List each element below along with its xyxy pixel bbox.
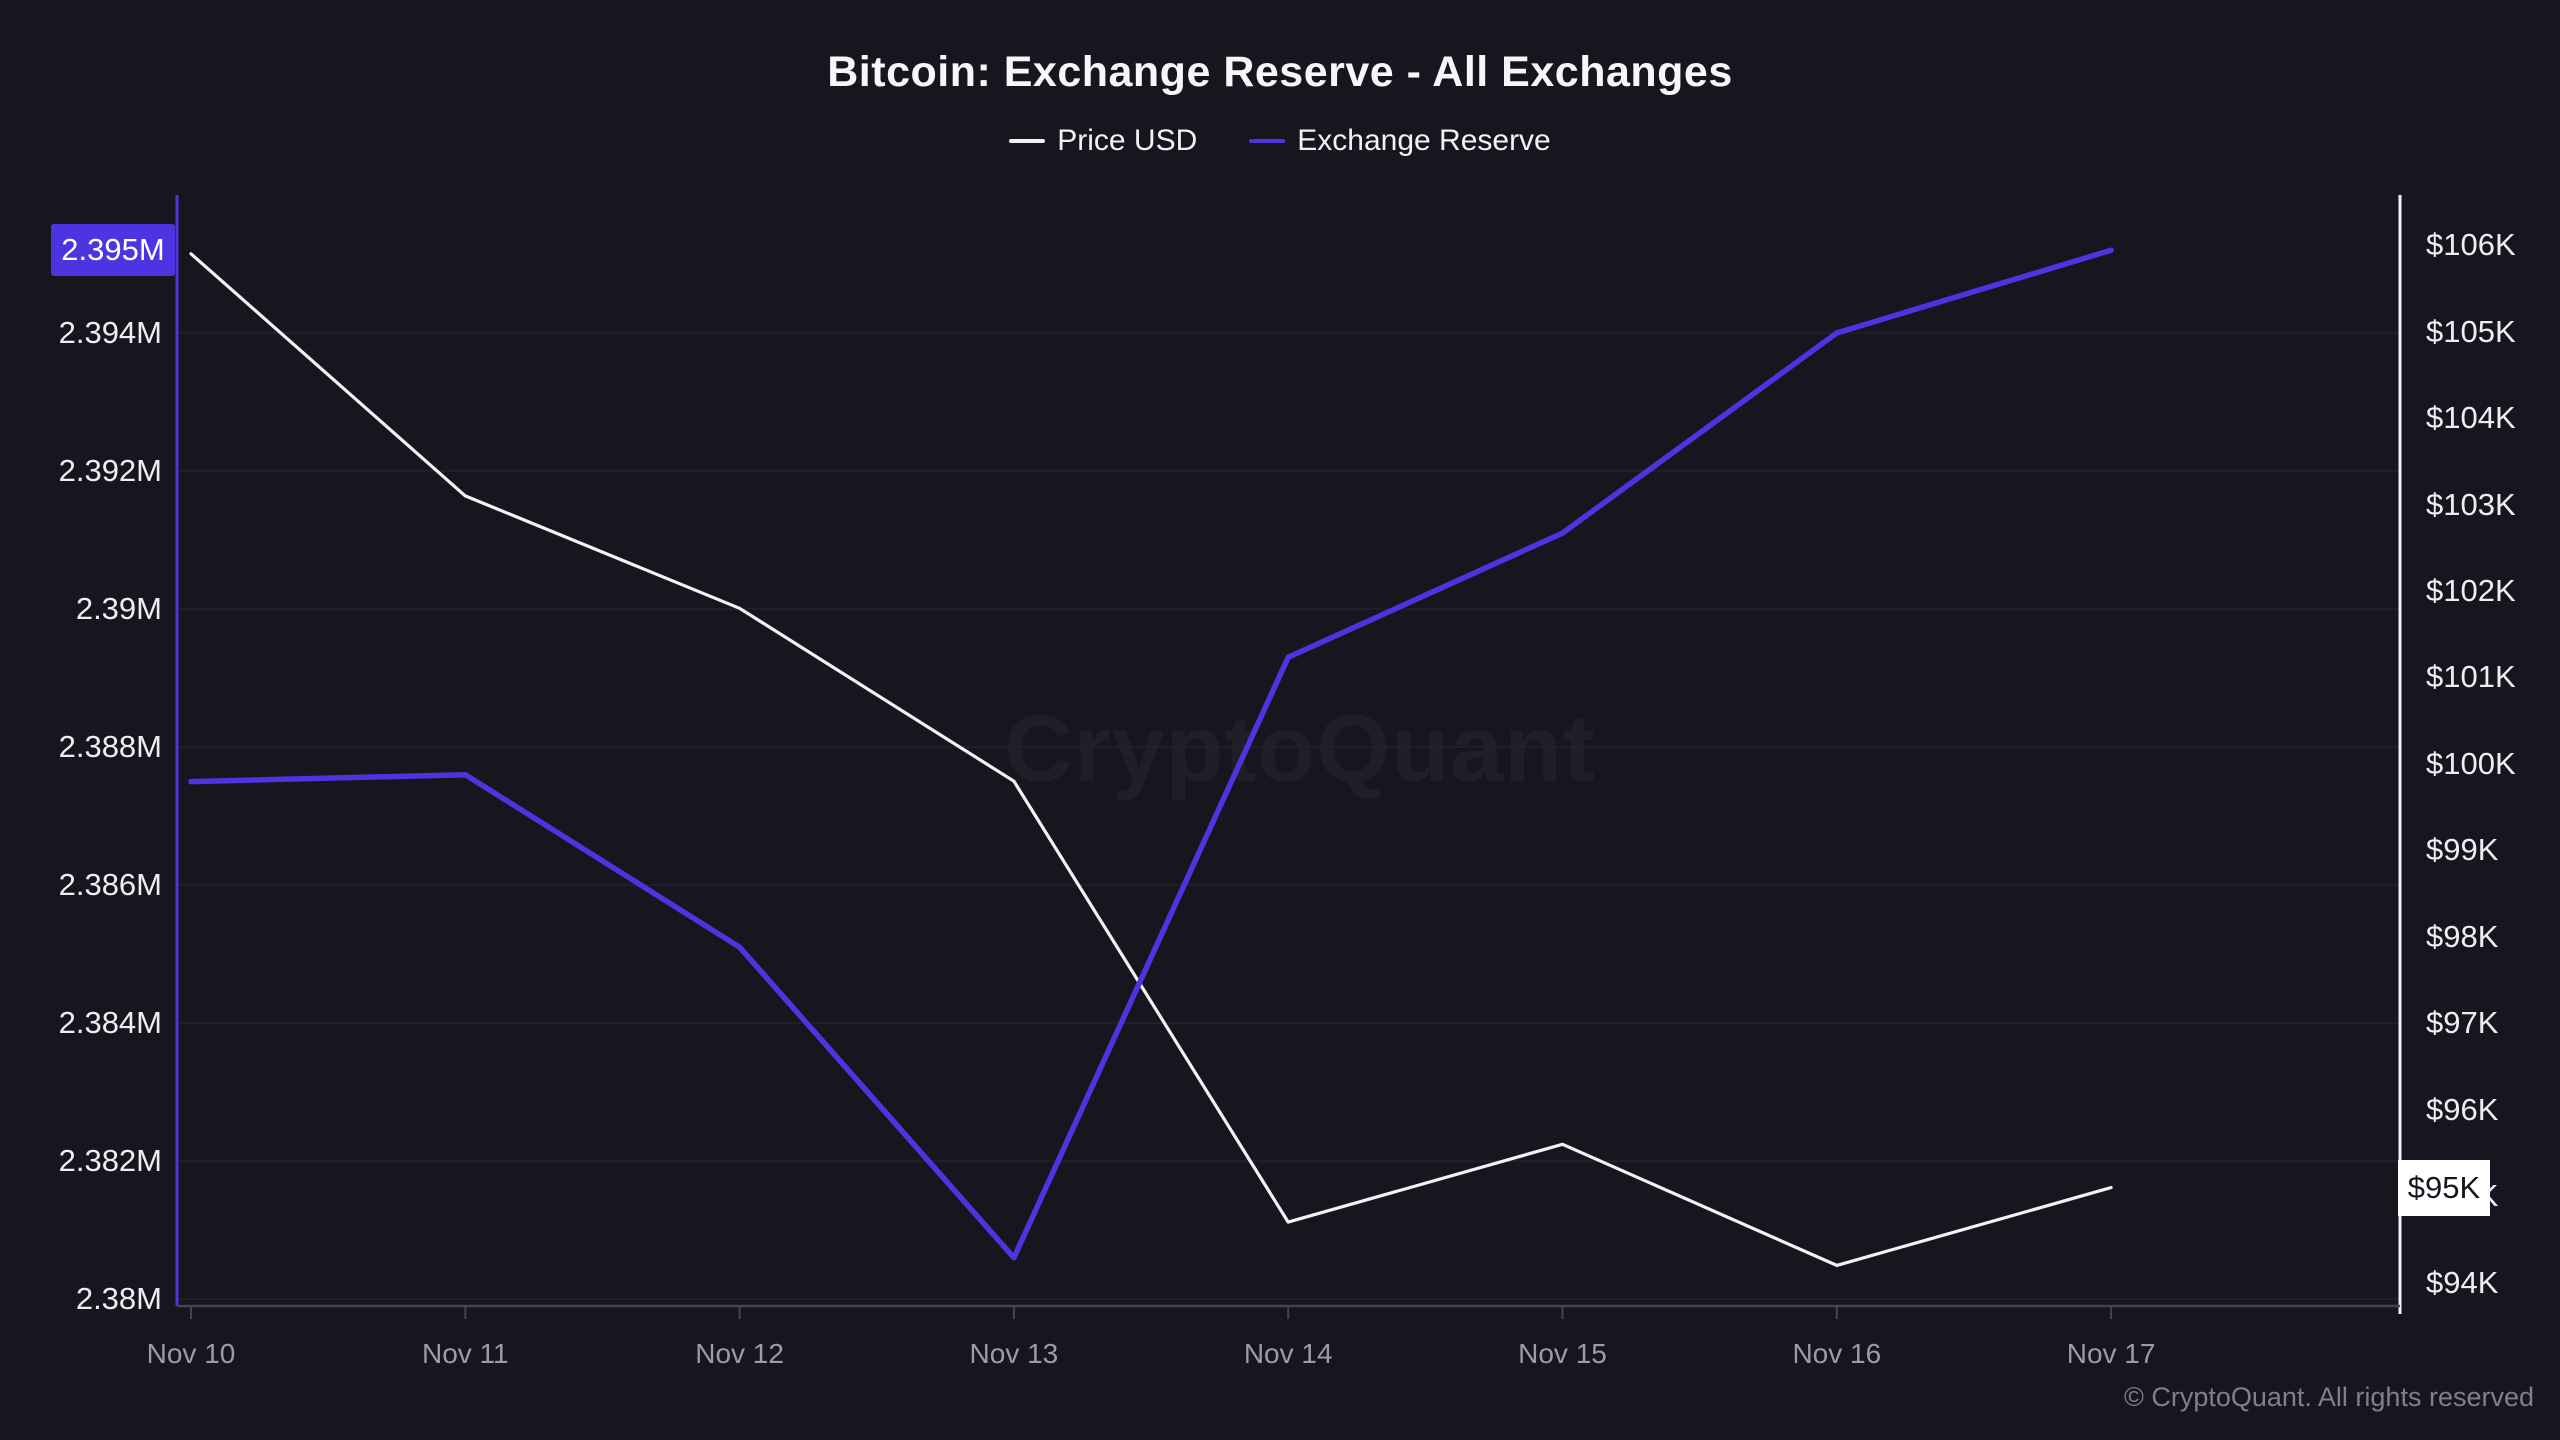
- left-axis-tick-label: 2.386M: [58, 867, 162, 903]
- right-axis-tick-label: $94K: [2426, 1264, 2499, 1300]
- x-axis-tick-label: Nov 10: [146, 1338, 236, 1369]
- right-axis-tick-label: $98K: [2426, 918, 2499, 954]
- left-axis-tick-label: 2.394M: [58, 315, 162, 350]
- series-line-exchange-reserve: [188, 247, 2114, 1261]
- x-axis-tick-label: Nov 13: [969, 1338, 1059, 1369]
- legend-label: Exchange Reserve: [1297, 124, 1551, 157]
- right-axis-tick-label: $101K: [2426, 659, 2516, 695]
- price-current-value-badge: $95K: [2398, 1159, 2490, 1216]
- right-axis-tick-label: $96K: [2426, 1091, 2499, 1127]
- copyright-notice: © CryptoQuant. All rights reserved: [2123, 1382, 2534, 1412]
- x-axis-tick-label: Nov 11: [421, 1338, 509, 1369]
- x-axis-tick-label: Nov 12: [695, 1338, 784, 1369]
- right-axis-tick-label: $103K: [2426, 486, 2516, 522]
- right-axis-tick-label: $105K: [2426, 313, 2516, 349]
- x-axis-tick-label: Nov 15: [1518, 1338, 1607, 1369]
- legend-swatch-icon: [1249, 139, 1286, 143]
- series-line-price-usd: [189, 252, 2113, 1268]
- right-axis-tick-label: $104K: [2426, 400, 2516, 436]
- left-axis-tick-label: 2.388M: [58, 729, 162, 765]
- legend-item-price-usd: Price USD: [1009, 124, 1197, 158]
- legend-label: Price USD: [1057, 124, 1198, 157]
- left-axis-tick-label: 2.382M: [58, 1143, 162, 1179]
- x-axis-tick-label: Nov 17: [2066, 1338, 2156, 1369]
- exchange-reserve-current-value-badge: 2.395M: [51, 224, 175, 277]
- right-axis-tick-label: $99K: [2426, 832, 2499, 868]
- chart-legend: Price USD Exchange Reserve: [0, 124, 2560, 158]
- right-axis-tick-label: $100K: [2426, 745, 2516, 781]
- left-axis-tick-label: 2.39M: [75, 591, 162, 627]
- legend-item-exchange-reserve: Exchange Reserve: [1249, 124, 1551, 158]
- chart-title: Bitcoin: Exchange Reserve - All Exchange…: [827, 48, 1733, 96]
- left-axis-tick-label: 2.384M: [58, 1005, 162, 1041]
- right-axis-tick-label: $106K: [2426, 227, 2516, 263]
- left-axis-tick-label: 2.38M: [75, 1281, 162, 1317]
- right-axis-tick-label: $102K: [2426, 572, 2516, 608]
- left-axis-tick-label: 2.392M: [58, 453, 162, 489]
- x-axis-tick-label: Nov 14: [1243, 1338, 1333, 1369]
- x-axis-tick-label: Nov 16: [1792, 1338, 1882, 1369]
- legend-swatch-icon: [1009, 139, 1046, 143]
- right-axis-tick-label: $97K: [2426, 1005, 2499, 1041]
